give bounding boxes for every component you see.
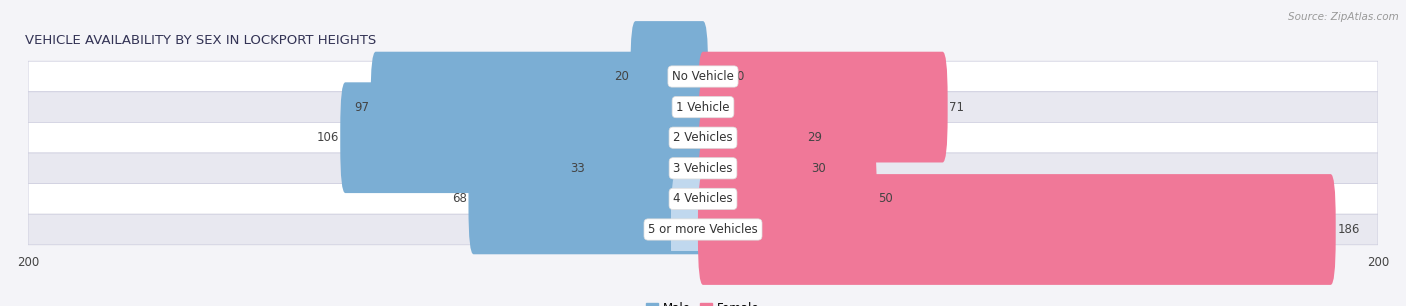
- FancyBboxPatch shape: [28, 92, 1378, 122]
- FancyBboxPatch shape: [630, 21, 709, 132]
- FancyBboxPatch shape: [671, 174, 709, 285]
- Text: 33: 33: [571, 162, 585, 175]
- Text: 29: 29: [807, 131, 823, 144]
- FancyBboxPatch shape: [28, 184, 1378, 214]
- Text: 68: 68: [451, 192, 467, 205]
- Text: VEHICLE AVAILABILITY BY SEX IN LOCKPORT HEIGHTS: VEHICLE AVAILABILITY BY SEX IN LOCKPORT …: [25, 34, 377, 47]
- FancyBboxPatch shape: [697, 52, 948, 162]
- Text: 97: 97: [354, 101, 368, 114]
- Text: No Vehicle: No Vehicle: [672, 70, 734, 83]
- FancyBboxPatch shape: [28, 214, 1378, 245]
- FancyBboxPatch shape: [697, 144, 877, 254]
- FancyBboxPatch shape: [28, 153, 1378, 184]
- FancyBboxPatch shape: [697, 113, 810, 224]
- Text: 71: 71: [949, 101, 965, 114]
- Text: 186: 186: [1337, 223, 1360, 236]
- FancyBboxPatch shape: [697, 174, 1336, 285]
- FancyBboxPatch shape: [697, 82, 806, 193]
- FancyBboxPatch shape: [28, 61, 1378, 92]
- FancyBboxPatch shape: [586, 113, 709, 224]
- Text: 2 Vehicles: 2 Vehicles: [673, 131, 733, 144]
- Text: 106: 106: [316, 131, 339, 144]
- Text: 3 Vehicles: 3 Vehicles: [673, 162, 733, 175]
- FancyBboxPatch shape: [371, 52, 709, 162]
- FancyBboxPatch shape: [468, 144, 709, 254]
- Text: 50: 50: [879, 192, 893, 205]
- Text: 0: 0: [737, 70, 744, 83]
- Text: 5 or more Vehicles: 5 or more Vehicles: [648, 223, 758, 236]
- FancyBboxPatch shape: [340, 82, 709, 193]
- Text: Source: ZipAtlas.com: Source: ZipAtlas.com: [1288, 12, 1399, 22]
- Legend: Male, Female: Male, Female: [641, 297, 765, 306]
- FancyBboxPatch shape: [697, 21, 735, 132]
- Text: 1 Vehicle: 1 Vehicle: [676, 101, 730, 114]
- FancyBboxPatch shape: [28, 122, 1378, 153]
- Text: 0: 0: [662, 223, 669, 236]
- Text: 30: 30: [811, 162, 825, 175]
- Text: 20: 20: [614, 70, 628, 83]
- Text: 4 Vehicles: 4 Vehicles: [673, 192, 733, 205]
